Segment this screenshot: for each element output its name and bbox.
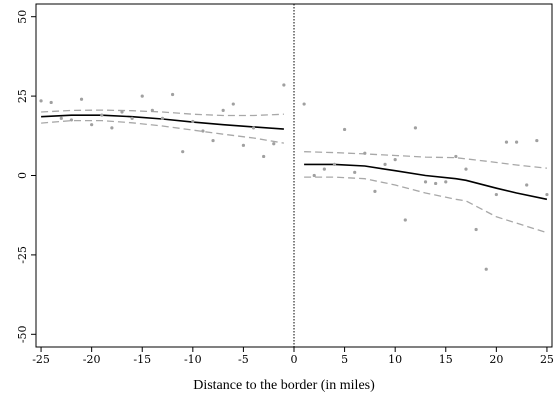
y-tick-label: 50 [16,10,29,24]
scatter-point [120,110,124,114]
scatter-point [545,192,549,197]
scatter-point [393,158,397,162]
x-tick-label: -5 [238,353,249,366]
scatter-point [150,108,154,112]
fit-right-line [304,163,548,201]
scatter-point [79,97,84,101]
scatter-point [221,108,225,112]
scatter-point [312,173,316,178]
x-axis-title: Distance to the border (in miles) [193,378,375,393]
scatter-point [170,92,175,97]
ci-upper-right-line [304,151,547,169]
scatter-point [211,138,215,143]
scatter-point [494,192,498,197]
scatter-point [514,140,519,144]
scatter-point [464,167,468,171]
scatter-point [110,126,114,130]
scatter-point [444,180,448,184]
x-tick-label: 25 [540,353,554,366]
scatter-point [332,162,337,166]
scatter-point [251,126,256,130]
scatter-point [39,99,43,103]
ci-lower-left-line [41,119,285,144]
x-tick-label: 10 [388,353,402,366]
scatter-point [413,126,418,130]
x-tick-label: 0 [291,353,298,366]
confidence-band-group [41,109,548,234]
x-tick-label: -20 [83,353,101,366]
scatter-point [272,142,276,146]
y-tick-label: 25 [16,89,29,103]
scatter-point [474,227,478,232]
x-tick-label: -10 [184,353,202,366]
scatter-point [434,181,438,186]
scatter-point [90,123,94,127]
scatter-point [302,102,306,106]
scatter-point [342,127,347,132]
x-tick-label: -15 [133,353,151,366]
scatter-point [59,116,63,120]
scatter-point [535,138,539,143]
scatter-point [353,170,357,174]
y-axis: -50 -25 0 25 50 [16,10,36,343]
scatter-point [525,183,529,187]
scatter-point [262,154,266,159]
scatter-point [282,83,286,87]
y-tick-label: -50 [16,325,29,343]
scatter-point [201,129,205,133]
scatter-point [504,140,509,144]
scatter-point [484,267,488,271]
scatter-point [403,218,407,222]
x-tick-label: 15 [439,353,453,366]
scatter-point [130,116,134,120]
scatter-point [322,167,326,171]
ci-upper-left-line [41,109,284,117]
scatter-point [100,113,104,117]
scatter-point [383,162,387,166]
x-tick-label: 5 [341,353,348,366]
scatter-point [69,118,74,122]
x-tick-label: 20 [489,353,503,366]
y-tick-label: 0 [16,172,29,179]
scatter-point [231,102,235,106]
scatter-point [241,143,246,147]
scatter-point [454,154,458,159]
scatter-point [49,100,53,105]
scatter-point [363,151,367,155]
scatter-points-group [39,83,549,271]
y-tick-label: -25 [16,246,29,264]
x-tick-label: -25 [32,353,50,366]
scatter-point [160,116,165,120]
ci-lower-right-line [304,176,548,234]
x-axis: -25 -20 -15 -10 -5 0 5 10 15 20 25 [32,347,554,366]
scatter-point [191,119,195,124]
scatter-point [423,180,428,184]
scatter-point [181,150,185,154]
scatter-point [373,189,377,193]
scatter-point [140,94,144,98]
